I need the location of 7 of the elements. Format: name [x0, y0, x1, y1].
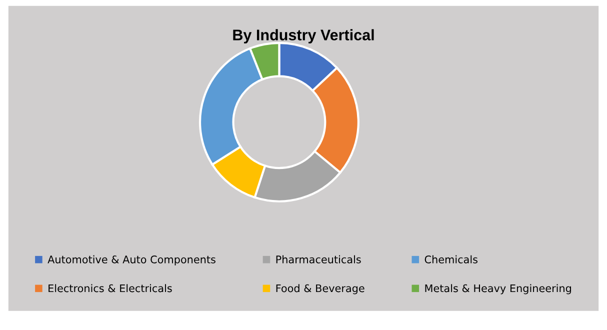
legend-label: Chemicals	[424, 255, 478, 264]
legend-label: Metals & Heavy Engineering	[425, 284, 571, 294]
legend-label: Electronics & Electricals	[48, 284, 172, 292]
chart-title: By Industry Vertical	[233, 29, 374, 44]
legend-label: Automotive & Auto Components	[48, 255, 216, 266]
legend-label: Food & Beverage	[276, 284, 364, 294]
legend-label: Pharmaceuticals	[276, 255, 361, 264]
